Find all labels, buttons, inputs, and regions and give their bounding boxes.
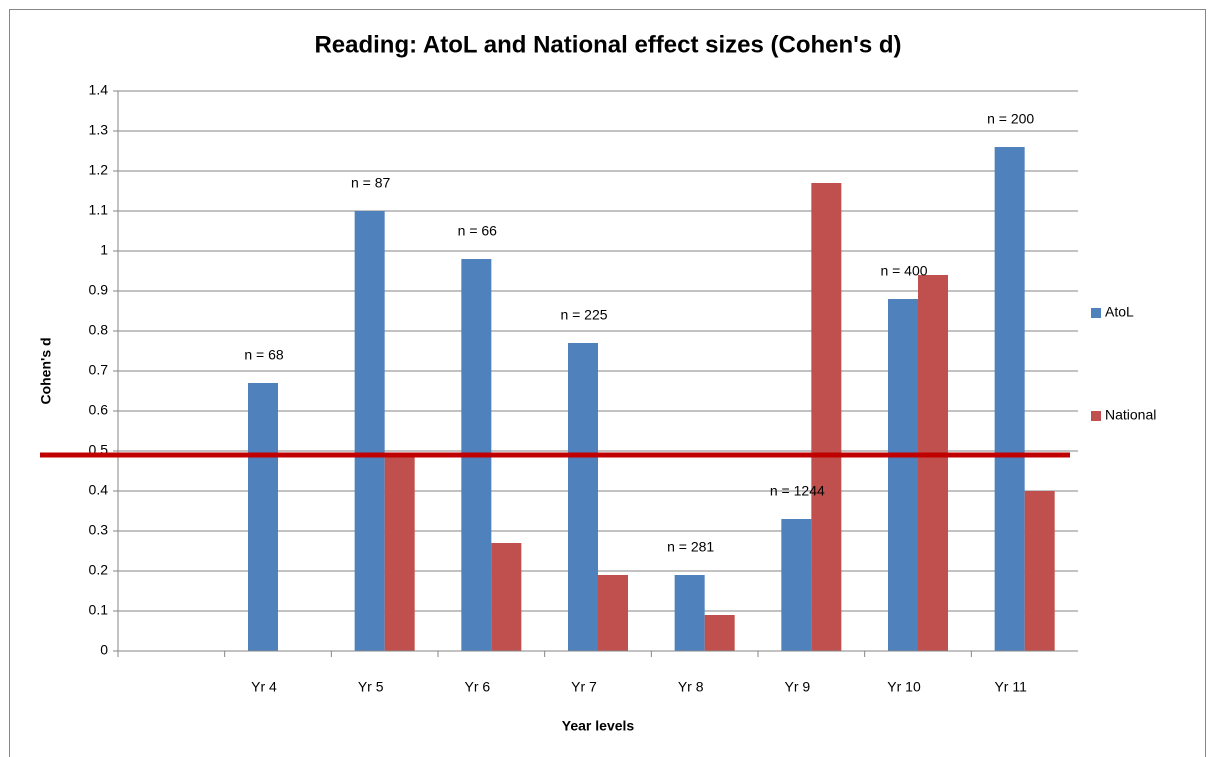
x-tick-label: Yr 5 [358, 679, 384, 695]
data-annotation: n = 281 [667, 539, 714, 555]
x-tick-label: Yr 6 [464, 679, 490, 695]
y-tick-label: 1.4 [89, 82, 109, 98]
y-tick-label: 1 [100, 242, 108, 258]
bar [994, 147, 1025, 651]
bar [704, 615, 735, 651]
y-tick-label: 0.8 [89, 322, 109, 338]
x-axis-title: Year levels [562, 718, 635, 734]
bar [781, 519, 812, 651]
chart-border [9, 9, 1206, 757]
bar [354, 211, 385, 651]
data-annotation: n = 68 [244, 347, 284, 363]
bar [568, 343, 598, 651]
y-tick-label: 0.9 [89, 282, 109, 298]
data-annotation: n = 200 [987, 111, 1034, 127]
legend-swatch [1091, 308, 1101, 318]
x-tick-label: Yr 4 [251, 679, 277, 695]
bar [811, 183, 842, 651]
y-tick-label: 0.2 [89, 562, 109, 578]
bar [1024, 491, 1055, 651]
x-tick-label: Yr 11 [994, 679, 1027, 695]
legend-swatch [1091, 411, 1101, 421]
y-tick-label: 0.6 [89, 402, 109, 418]
y-tick-label: 0.7 [89, 362, 109, 378]
bar [888, 299, 918, 651]
x-tick-label: Yr 10 [887, 679, 921, 695]
y-tick-label: 0.3 [89, 522, 109, 538]
y-tick-label: 0.4 [89, 482, 109, 498]
data-annotation: n = 225 [560, 307, 607, 323]
bar [248, 383, 278, 651]
x-tick-label: Yr 7 [571, 679, 597, 695]
y-axis-title: Cohen's d [38, 337, 54, 404]
x-tick-label: Yr 9 [784, 679, 810, 695]
data-annotation: n = 400 [880, 263, 927, 279]
y-tick-label: 1.1 [89, 202, 109, 218]
data-annotation: n = 66 [458, 223, 498, 239]
legend-label: National [1105, 407, 1156, 423]
y-tick-label: 0.1 [89, 602, 109, 618]
data-annotation: n = 87 [351, 175, 391, 191]
data-annotation: n = 1244 [770, 483, 825, 499]
y-tick-label: 0 [100, 642, 108, 658]
legend-label: AtoL [1105, 304, 1134, 320]
y-tick-label: 1.3 [89, 122, 109, 138]
bar [384, 455, 415, 651]
y-tick-label: 1.2 [89, 162, 109, 178]
bar [598, 575, 628, 651]
x-tick-label: Yr 8 [678, 679, 704, 695]
chart-title: Reading: AtoL and National effect sizes … [314, 31, 901, 58]
bar [674, 575, 705, 651]
bar [918, 275, 948, 651]
bar [491, 543, 522, 651]
